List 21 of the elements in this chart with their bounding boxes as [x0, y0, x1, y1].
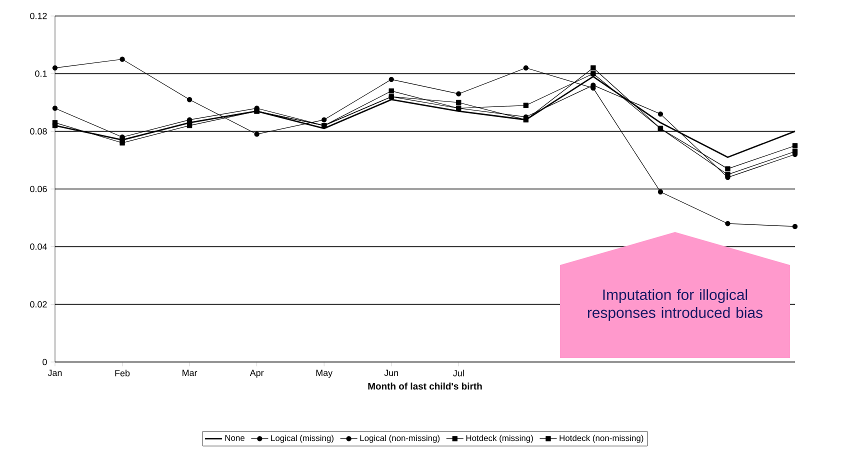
y-tick-label: 0: [42, 358, 47, 366]
x-tick-label: May: [316, 370, 333, 378]
x-tick-label: Jul: [453, 370, 464, 376]
x-tick-label: Feb: [115, 370, 130, 376]
legend-label: Logical (missing): [271, 434, 334, 443]
legend-label: Logical (non-missing): [360, 434, 440, 443]
y-tick-label: 0.04: [30, 243, 47, 250]
annotation: Imputation for illogical responses introduced bias: [588, 289, 762, 321]
x-tick-label: Jan: [48, 370, 62, 376]
legend-label: Hotdeck (missing): [466, 434, 533, 443]
x-tick-label: Mar: [182, 370, 198, 376]
legend-label: Hotdeck (non-missing): [560, 434, 644, 443]
y-tick-label: 0.02: [30, 301, 47, 308]
legend-label: None: [225, 435, 245, 441]
y-tick-label: 0.06: [30, 186, 47, 192]
y-tick-label: 0.08: [30, 128, 47, 135]
y-tick-label: 0.1: [35, 70, 47, 77]
x-tick-label: Apr: [250, 370, 264, 378]
x-axis-title: Month of last child's birth: [368, 382, 482, 390]
y-tick-label: 0.12: [30, 12, 47, 20]
x-tick-label: Jun: [384, 370, 398, 376]
